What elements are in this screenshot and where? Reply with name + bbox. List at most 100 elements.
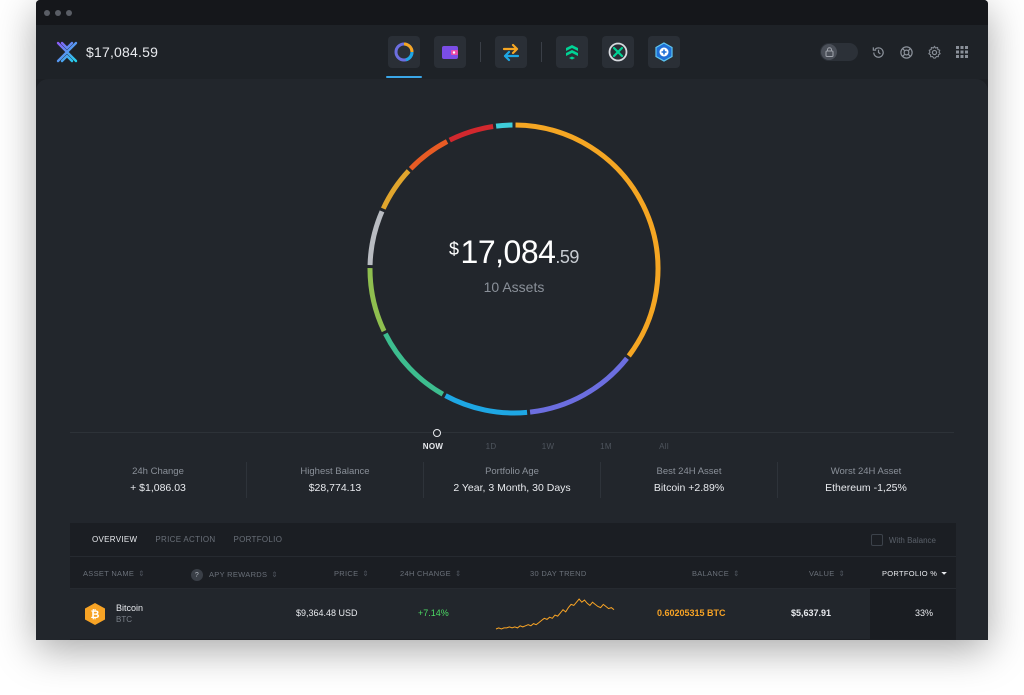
app-separator: [480, 42, 481, 62]
sort-icon: ⇕: [362, 569, 370, 578]
sort-icon: ⇕: [138, 569, 145, 578]
timeline-1m[interactable]: 1M: [600, 442, 612, 451]
compound-app-icon: [566, 45, 578, 60]
currency-symbol: $: [449, 239, 459, 259]
lock-toggle[interactable]: [820, 43, 858, 61]
stat-label: Portfolio Age: [485, 466, 539, 477]
stat-24h-change: 24h Change + $1,086.03: [70, 462, 247, 498]
sort-icon: ⇕: [733, 569, 740, 578]
toolbar-right: [820, 43, 970, 61]
column-asset-name[interactable]: ASSET NAME ⇕: [83, 569, 145, 578]
assets-count: 10 Assets: [483, 279, 545, 295]
sort-desc-icon: ⏷: [941, 569, 948, 578]
asset-name: Bitcoin: [116, 603, 144, 613]
with-balance-checkbox[interactable]: [870, 534, 883, 546]
timeline-selector: NOW 1D 1W 1M All: [70, 429, 954, 454]
wallet-app-button[interactable]: [434, 36, 466, 68]
portfolio-cell-bg: [870, 589, 956, 639]
assets-table: OVERVIEW PRICE ACTION PORTFOLIO With Bal…: [70, 523, 956, 640]
donut-segment[interactable]: [381, 169, 411, 210]
stat-worst-asset: Worst 24H Asset Ethereum -1,25%: [778, 462, 954, 498]
timeline-all[interactable]: All: [659, 442, 669, 451]
stat-best-asset: Best 24H Asset Bitcoin +2.89%: [601, 462, 778, 498]
donut-segment[interactable]: [529, 356, 629, 415]
title-bar: [36, 0, 988, 25]
total-cents: .59: [555, 247, 579, 267]
column-price[interactable]: PRICE ⇕: [334, 569, 369, 578]
timeline-now[interactable]: NOW: [422, 442, 444, 451]
exodus-logo-icon[interactable]: [56, 41, 78, 63]
asset-24h-change: +7.14%: [418, 608, 449, 618]
stat-value: $28,774.13: [308, 482, 362, 494]
column-portfolio-percent[interactable]: PORTFOLIO % ⏷: [882, 569, 948, 579]
donut-segment[interactable]: [367, 210, 385, 266]
window-close-dot[interactable]: [44, 9, 50, 16]
with-balance-filter[interactable]: With Balance: [870, 534, 936, 546]
portfolio-donut-icon: [394, 42, 414, 62]
column-label: VALUE: [809, 569, 835, 578]
history-icon[interactable]: [870, 44, 886, 60]
stat-label: Worst 24H Asset: [830, 466, 902, 477]
top-bar: $17,084.59: [36, 25, 988, 79]
help-icon[interactable]: [898, 44, 914, 60]
stat-value: Bitcoin +2.89%: [653, 482, 725, 494]
asset-ticker: BTC: [116, 615, 132, 624]
tab-overview[interactable]: OVERVIEW: [92, 535, 138, 544]
wallet-icon: [442, 46, 458, 59]
column-24h-change[interactable]: 24H CHANGE ⇕: [400, 569, 462, 578]
table-tabs: OVERVIEW PRICE ACTION PORTFOLIO With Bal…: [70, 523, 956, 557]
tab-price-action[interactable]: PRICE ACTION: [155, 535, 216, 544]
help-question-icon[interactable]: ?: [191, 569, 203, 581]
settings-icon[interactable]: [926, 44, 942, 60]
donut-segment[interactable]: [367, 268, 387, 333]
compound-app-button[interactable]: [556, 36, 588, 68]
portfolio-view: $17,084.59 10 Assets NOW 1D 1W 1M All 24…: [36, 79, 988, 640]
column-label: 24H CHANGE: [400, 569, 451, 578]
column-label: PRICE: [334, 569, 359, 578]
column-balance[interactable]: BALANCE ⇕: [692, 569, 740, 578]
stat-label: Highest Balance: [300, 466, 370, 477]
asset-price: $9,364.48 USD: [296, 608, 358, 618]
portfolio-app-button[interactable]: [386, 36, 422, 78]
table-row[interactable]: ₿ Bitcoin BTC $9,364.48 USD +7.14% 0.602…: [70, 589, 956, 639]
column-value[interactable]: VALUE ⇕: [809, 569, 845, 578]
donut-segment[interactable]: [408, 139, 449, 171]
column-apy-rewards[interactable]: ? APY REWARDS ⇕: [191, 569, 278, 581]
window-minimize-dot[interactable]: [55, 9, 61, 16]
table-header: ASSET NAME ⇕ ? APY REWARDS ⇕ PRICE ⇕ 24H CHA…: [70, 557, 956, 589]
xo-swap-app-button[interactable]: [602, 36, 634, 68]
column-label: BALANCE: [692, 569, 730, 578]
total-whole: 17,084: [460, 234, 556, 270]
apps-grid-icon[interactable]: [954, 44, 970, 60]
portfolio-summary: $17,084.59 10 Assets: [354, 234, 674, 295]
stat-label: 24h Change: [132, 466, 184, 477]
lock-icon: [821, 44, 837, 60]
timeline-marker[interactable]: [433, 429, 441, 437]
add-app-button[interactable]: [648, 36, 680, 68]
window-maximize-dot[interactable]: [66, 9, 72, 16]
app-window: $17,084.59: [36, 0, 988, 640]
asset-balance: 0.60205315 BTC: [657, 608, 726, 618]
donut-segment[interactable]: [383, 332, 445, 397]
portfolio-donut-chart[interactable]: [354, 109, 674, 429]
column-label: 30 DAY TREND: [530, 569, 587, 578]
exchange-app-button[interactable]: [495, 36, 527, 68]
stat-value: Ethereum -1,25%: [825, 482, 907, 494]
timeline-1d[interactable]: 1D: [485, 442, 497, 451]
xo-swap-app-icon: [608, 42, 628, 62]
brand: $17,084.59: [56, 41, 158, 63]
donut-segment[interactable]: [444, 393, 528, 416]
tab-portfolio[interactable]: PORTFOLIO: [233, 535, 283, 544]
donut-segment[interactable]: [448, 124, 494, 143]
app-separator: [541, 42, 542, 62]
timeline-1w[interactable]: 1W: [541, 442, 555, 451]
portfolio-stats: 24h Change + $1,086.03 Highest Balance $…: [70, 462, 954, 498]
donut-segment[interactable]: [495, 122, 513, 129]
stat-portfolio-age: Portfolio Age 2 Year, 3 Month, 30 Days: [424, 462, 601, 498]
sort-icon: ⇕: [454, 569, 462, 578]
asset-portfolio-percent: 33%: [915, 608, 934, 618]
column-30-day-trend: 30 DAY TREND: [530, 569, 587, 578]
stat-value: + $1,086.03: [130, 482, 186, 494]
bitcoin-icon: ₿: [85, 603, 105, 625]
donut-segment[interactable]: [515, 122, 661, 358]
